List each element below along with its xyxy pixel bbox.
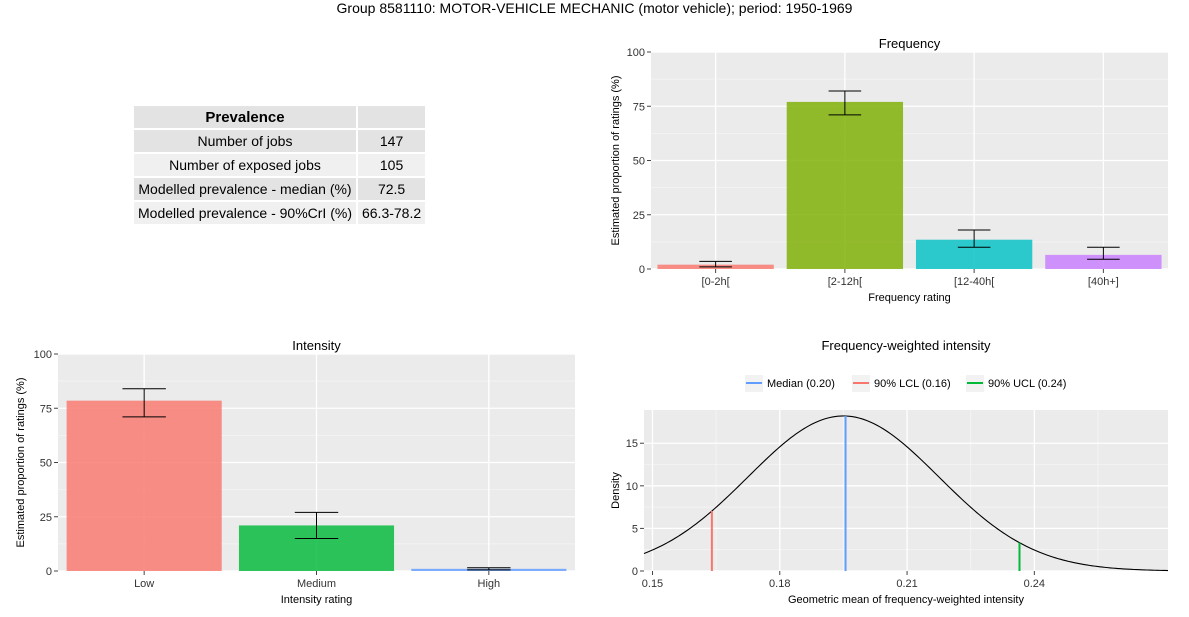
intensity-y-axis-label: Estimated proportion of ratings (%) <box>15 378 27 548</box>
row-value: 66.3-78.2 <box>357 202 428 224</box>
row-value: 147 <box>357 130 428 152</box>
intensity-x-tick-label: Medium <box>297 578 336 590</box>
fwi-legend <box>740 373 1080 393</box>
intensity-y-tick-label: 25 <box>40 512 52 524</box>
intensity-y-tick-label: 0 <box>46 566 52 578</box>
frequency-y-axis-label: Estimated proportion of ratings (%) <box>610 76 622 246</box>
frequency-x-tick-label: [12-40h[ <box>954 276 994 288</box>
intensity-x-tick-label: Low <box>134 578 154 590</box>
frequency-bar <box>1045 254 1162 269</box>
table-row: Number of jobs 147 <box>134 130 428 152</box>
prevalence-header: Prevalence <box>134 106 358 128</box>
fwi-title: Frequency-weighted intensity <box>821 338 991 353</box>
frequency-y-tick-label: 75 <box>633 101 645 113</box>
frequency-y-tick-label: 50 <box>633 156 645 168</box>
table-row: Number of exposed jobs 105 <box>134 154 428 176</box>
frequency-y-tick-label: 0 <box>639 264 645 276</box>
intensity-y-tick-label: 100 <box>34 349 52 361</box>
fwi-density-curve <box>643 415 1169 572</box>
fwi-legend-label: Median (0.20) <box>767 378 835 390</box>
frequency-x-tick-label: [40h+] <box>1088 276 1119 288</box>
fwi-x-tick-label: 0.24 <box>1024 578 1045 590</box>
fwi-y-tick-label: 5 <box>632 523 638 535</box>
fwi-x-tick-label: 0.15 <box>642 578 663 590</box>
intensity-bar <box>66 400 222 571</box>
frequency-x-tick-label: [2-12h[ <box>828 276 862 288</box>
frequency-title: Frequency <box>879 36 941 51</box>
frequency-bar <box>786 101 904 269</box>
frequency-y-tick-label: 25 <box>633 210 645 222</box>
intensity-y-tick-label: 50 <box>40 458 52 470</box>
row-value: 105 <box>357 154 428 176</box>
prevalence-header-row: Prevalence <box>134 106 428 128</box>
fwi-y-axis-label: Density <box>610 472 622 509</box>
fwi-legend-label: 90% LCL (0.16) <box>874 378 951 390</box>
frequency-y-tick-label: 100 <box>627 47 645 59</box>
row-value: 72.5 <box>357 178 428 200</box>
prevalence-header-blank <box>357 106 428 128</box>
intensity-x-axis-label: Intensity rating <box>281 594 353 606</box>
fwi-y-tick-label: 15 <box>626 438 638 450</box>
table-row: Modelled prevalence - median (%) 72.5 <box>134 178 428 200</box>
intensity-x-tick-label: High <box>478 578 501 590</box>
fwi-y-tick-label: 10 <box>626 481 638 493</box>
main-title: Group 8581110: MOTOR-VEHICLE MECHANIC (m… <box>336 0 853 16</box>
prevalence-table: Prevalence Number of jobs 147 Number of … <box>134 104 428 226</box>
frequency-x-tick-label: [0-2h[ <box>702 276 730 288</box>
fwi-plot-background <box>644 410 1168 571</box>
table-row: Modelled prevalence - 90%CrI (%) 66.3-78… <box>134 202 428 224</box>
fwi-x-tick-label: 0.21 <box>896 578 917 590</box>
row-label: Number of exposed jobs <box>134 154 358 176</box>
frequency-x-axis-label: Frequency rating <box>868 292 951 304</box>
row-label: Number of jobs <box>134 130 358 152</box>
row-label: Modelled prevalence - 90%CrI (%) <box>134 202 358 224</box>
intensity-title: Intensity <box>292 338 341 353</box>
fwi-y-tick-label: 0 <box>632 566 638 578</box>
fwi-legend-label: 90% UCL (0.24) <box>988 378 1066 390</box>
fwi-x-axis-label: Geometric mean of frequency-weighted int… <box>788 594 1025 606</box>
fwi-x-tick-label: 0.18 <box>769 578 790 590</box>
row-label: Modelled prevalence - median (%) <box>134 178 358 200</box>
intensity-y-tick-label: 75 <box>40 403 52 415</box>
